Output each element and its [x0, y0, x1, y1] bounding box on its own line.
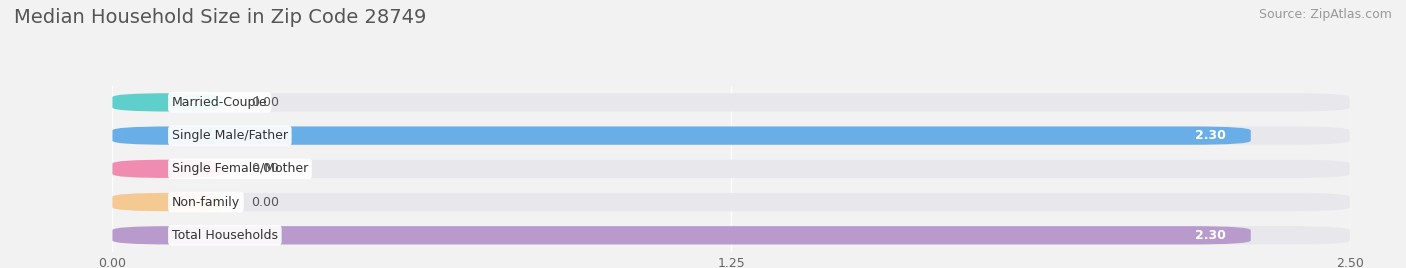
Text: Single Male/Father: Single Male/Father [172, 129, 288, 142]
Text: 0.00: 0.00 [252, 96, 278, 109]
FancyBboxPatch shape [112, 193, 1350, 211]
FancyBboxPatch shape [112, 93, 221, 111]
Text: Median Household Size in Zip Code 28749: Median Household Size in Zip Code 28749 [14, 8, 426, 27]
Text: Source: ZipAtlas.com: Source: ZipAtlas.com [1258, 8, 1392, 21]
FancyBboxPatch shape [112, 226, 1350, 244]
Text: 2.30: 2.30 [1195, 129, 1226, 142]
Text: Single Female/Mother: Single Female/Mother [172, 162, 308, 175]
Text: 0.00: 0.00 [252, 162, 278, 175]
FancyBboxPatch shape [112, 126, 1350, 145]
FancyBboxPatch shape [112, 93, 1350, 111]
FancyBboxPatch shape [112, 160, 221, 178]
Text: 2.30: 2.30 [1195, 229, 1226, 242]
Text: 0.00: 0.00 [252, 196, 278, 209]
Text: Total Households: Total Households [172, 229, 278, 242]
FancyBboxPatch shape [112, 193, 221, 211]
Text: Non-family: Non-family [172, 196, 240, 209]
FancyBboxPatch shape [112, 160, 1350, 178]
Text: Married-Couple: Married-Couple [172, 96, 267, 109]
FancyBboxPatch shape [112, 126, 1251, 145]
FancyBboxPatch shape [112, 226, 1251, 244]
